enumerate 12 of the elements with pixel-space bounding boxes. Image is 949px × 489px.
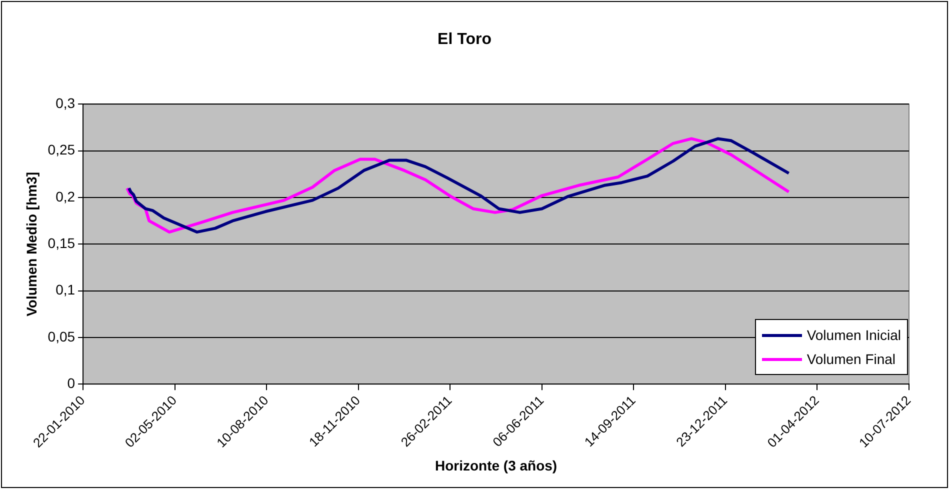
- chart-title: El Toro: [438, 31, 492, 48]
- y-tick-label: 0,25: [48, 142, 76, 158]
- y-tick-label: 0,1: [56, 282, 76, 298]
- legend-label: Volumen Final: [806, 351, 896, 368]
- x-axis-title: Horizonte (3 años): [434, 457, 558, 474]
- y-tick-label: 0,15: [48, 235, 76, 252]
- y-tick-label: 0: [67, 375, 76, 392]
- y-tick-label: 0,3: [56, 95, 76, 112]
- y-axis-title: Volumen Medio [hm3]: [23, 172, 40, 316]
- legend-label: Volumen Inicial: [806, 327, 901, 344]
- y-tick-label: 0,2: [56, 188, 76, 204]
- y-tick-label: 0,05: [48, 328, 76, 344]
